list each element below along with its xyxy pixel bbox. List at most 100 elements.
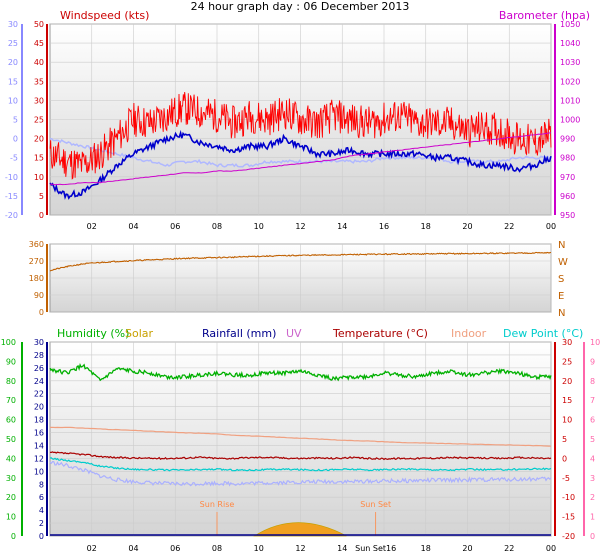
legend-entry: Indoor xyxy=(451,327,487,340)
temp-wind-tick-label: 25 xyxy=(8,39,18,48)
rain-tick-label: 26 xyxy=(34,364,44,373)
x-tick-label: 02 xyxy=(87,544,97,553)
uv-tick-label: 10 xyxy=(590,338,600,347)
sun-set-x-label: Sun Set16 xyxy=(355,544,396,553)
compass-tick-label: E xyxy=(558,291,564,302)
uv-tick-label: 7 xyxy=(590,396,595,405)
wind-tick-label: 10 xyxy=(34,173,44,182)
series-temp-low xyxy=(49,460,552,487)
rain-tick-label: 0 xyxy=(39,532,44,541)
x-tick-label: 14 xyxy=(337,222,347,231)
rain-tick-label: 24 xyxy=(34,377,44,386)
temp-tick-label: 5 xyxy=(562,435,567,444)
temp-wind-tick-label: -10 xyxy=(5,173,18,182)
wind-tick-label: 20 xyxy=(34,135,44,144)
series-dewpoint xyxy=(49,457,552,472)
rain-tick-label: 16 xyxy=(34,429,44,438)
x-tick-label: 12 xyxy=(295,544,305,553)
series-windspeed xyxy=(49,91,552,180)
baro-tick-label: 1030 xyxy=(560,58,580,67)
winddir-tick-label: 180 xyxy=(29,274,44,283)
temp-wind-tick-label: 20 xyxy=(8,58,18,67)
legend-entry: Dew Point (°C) xyxy=(503,327,583,340)
baro-tick-label: 1050 xyxy=(560,20,580,29)
humidity-tick-label: 90 xyxy=(6,357,16,366)
humidity-tick-label: 0 xyxy=(11,532,16,541)
wind-tick-label: 35 xyxy=(34,77,44,86)
legend-entry: UV xyxy=(286,327,302,340)
x-tick-label: 14 xyxy=(337,544,347,553)
humidity-tick-label: 50 xyxy=(6,435,16,444)
x-tick-label: 20 xyxy=(462,544,472,553)
baro-axis-label: Barometer (hpa) xyxy=(499,9,590,22)
wind-tick-label: 50 xyxy=(34,20,44,29)
temp-wind-tick-label: -20 xyxy=(5,211,18,220)
uv-tick-label: 5 xyxy=(590,435,595,444)
rain-tick-label: 6 xyxy=(39,493,44,502)
humidity-tick-label: 40 xyxy=(6,454,16,463)
baro-tick-label: 980 xyxy=(560,154,575,163)
rain-tick-label: 12 xyxy=(34,454,44,463)
baro-tick-label: 990 xyxy=(560,135,575,144)
wind-tick-label: 45 xyxy=(34,39,44,48)
baro-tick-label: 960 xyxy=(560,192,575,201)
x-tick-label: 10 xyxy=(254,222,264,231)
rain-tick-label: 22 xyxy=(34,390,44,399)
temp-wind-tick-label: 10 xyxy=(8,96,18,105)
temp-wind-tick-label: 5 xyxy=(13,116,18,125)
x-tick-label: 08 xyxy=(212,222,222,231)
uv-tick-label: 9 xyxy=(590,357,595,366)
series-barometer xyxy=(50,132,552,186)
rain-tick-label: 28 xyxy=(34,351,44,360)
x-tick-label: 10 xyxy=(254,544,264,553)
x-tick-label: 22 xyxy=(504,544,514,553)
series-indoor xyxy=(49,426,552,447)
uv-tick-label: 1 xyxy=(590,513,595,522)
rain-tick-label: 2 xyxy=(39,519,44,528)
x-tick-label: 18 xyxy=(421,222,431,231)
winddir-tick-label: 90 xyxy=(34,291,44,300)
humidity-tick-label: 80 xyxy=(6,377,16,386)
uv-tick-label: 2 xyxy=(590,493,595,502)
wind-axis-label: Windspeed (kts) xyxy=(60,9,149,22)
sun-rise-label: Sun Rise xyxy=(200,500,235,509)
temp-wind-tick-label: -15 xyxy=(5,192,18,201)
x-tick-label: 04 xyxy=(128,544,138,553)
legend-entry: Temperature (°C) xyxy=(332,327,428,340)
wind-tick-label: 30 xyxy=(34,96,44,105)
baro-tick-label: 1000 xyxy=(560,116,580,125)
uv-tick-label: 3 xyxy=(590,474,595,483)
temp-tick-label: 10 xyxy=(562,416,572,425)
winddir-tick-label: 0 xyxy=(39,308,44,317)
temp-wind-tick-label: 30 xyxy=(8,20,18,29)
rain-tick-label: 4 xyxy=(39,506,44,515)
rain-tick-label: 20 xyxy=(34,403,44,412)
wind-tick-label: 0 xyxy=(39,211,44,220)
uv-tick-label: 4 xyxy=(590,454,595,463)
wind-tick-label: 15 xyxy=(34,154,44,163)
humidity-tick-label: 10 xyxy=(6,513,16,522)
temp-tick-label: -5 xyxy=(562,474,570,483)
compass-tick-label: N xyxy=(558,240,565,251)
temp-wind-tick-label: 15 xyxy=(8,77,18,86)
x-tick-label: 08 xyxy=(212,544,222,553)
temp-tick-label: 25 xyxy=(562,357,572,366)
uv-tick-label: 8 xyxy=(590,377,595,386)
legend-entry: Rainfall (mm) xyxy=(202,327,276,340)
temp-wind-tick-label: -5 xyxy=(10,154,18,163)
series-temperature xyxy=(49,451,552,461)
sun-set-label: Sun Set xyxy=(360,500,391,509)
wind-tick-label: 5 xyxy=(39,192,44,201)
temp-tick-label: 30 xyxy=(562,338,572,347)
rain-tick-label: 30 xyxy=(34,338,44,347)
rain-tick-label: 10 xyxy=(34,467,44,476)
baro-tick-label: 950 xyxy=(560,211,575,220)
temp-tick-label: -15 xyxy=(562,513,575,522)
temp-tick-label: -10 xyxy=(562,493,575,502)
temp-tick-label: 0 xyxy=(562,454,567,463)
winddir-tick-label: 270 xyxy=(29,257,44,266)
temp-tick-label: -20 xyxy=(562,532,575,541)
x-tick-label: 06 xyxy=(170,222,180,231)
wind-tick-label: 40 xyxy=(34,58,44,67)
